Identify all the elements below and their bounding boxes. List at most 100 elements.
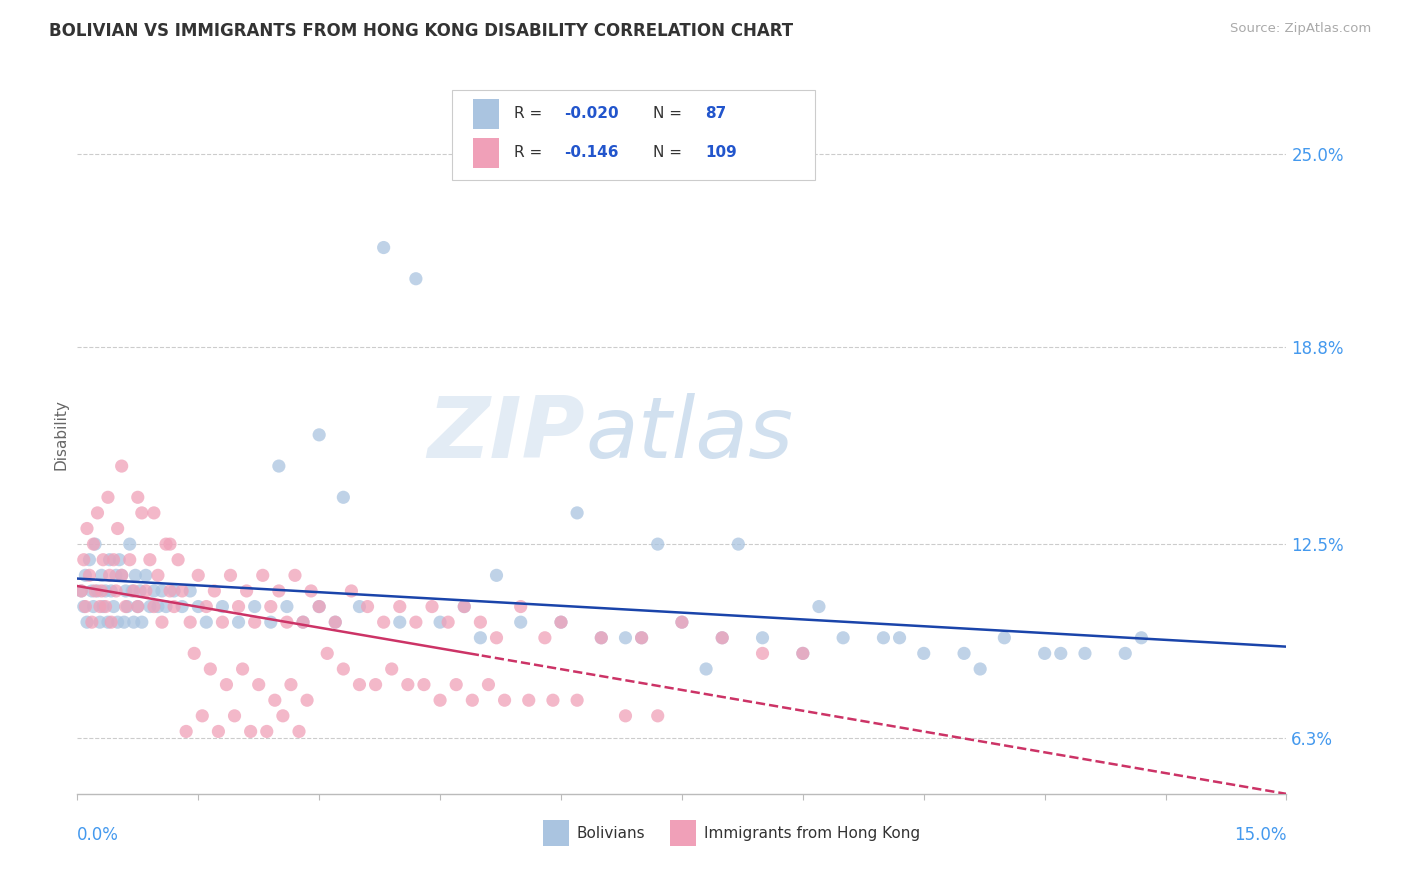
Point bbox=[260, 599, 283, 614]
Point bbox=[129, 583, 152, 598]
Point bbox=[485, 631, 508, 645]
Point bbox=[89, 615, 111, 630]
Point bbox=[1074, 646, 1097, 660]
Point bbox=[396, 678, 419, 692]
Point bbox=[485, 568, 508, 582]
Text: Bolivians: Bolivians bbox=[576, 826, 645, 841]
Point bbox=[172, 599, 194, 614]
Point bbox=[1130, 631, 1153, 645]
Point bbox=[73, 552, 96, 567]
Point bbox=[142, 599, 165, 614]
Point bbox=[437, 615, 460, 630]
Point bbox=[711, 631, 734, 645]
Point bbox=[98, 552, 121, 567]
Point bbox=[276, 599, 298, 614]
Point bbox=[103, 552, 125, 567]
Text: atlas: atlas bbox=[585, 393, 793, 476]
Point bbox=[195, 599, 218, 614]
Point bbox=[94, 599, 117, 614]
Point bbox=[183, 646, 205, 660]
Text: R =: R = bbox=[513, 145, 547, 161]
Point bbox=[127, 599, 149, 614]
Point bbox=[807, 599, 830, 614]
Point bbox=[80, 583, 103, 598]
Point bbox=[114, 599, 136, 614]
Point bbox=[103, 599, 125, 614]
Point bbox=[413, 678, 436, 692]
Point bbox=[163, 583, 186, 598]
Point bbox=[1114, 646, 1136, 660]
Point bbox=[111, 568, 134, 582]
Point bbox=[90, 568, 112, 582]
Point bbox=[470, 615, 492, 630]
Point bbox=[76, 521, 98, 535]
Point bbox=[349, 678, 371, 692]
Point bbox=[323, 615, 346, 630]
Point bbox=[79, 552, 101, 567]
Point bbox=[260, 615, 283, 630]
Point bbox=[90, 583, 112, 598]
Point bbox=[107, 521, 129, 535]
Point bbox=[256, 724, 278, 739]
Point bbox=[444, 678, 467, 692]
Point bbox=[591, 631, 613, 645]
Point bbox=[461, 693, 484, 707]
Point bbox=[792, 646, 814, 660]
Point bbox=[470, 631, 492, 645]
Point bbox=[142, 583, 165, 598]
Point bbox=[993, 631, 1015, 645]
Point bbox=[373, 615, 395, 630]
Point bbox=[105, 583, 128, 598]
Point bbox=[429, 693, 451, 707]
Point bbox=[280, 678, 302, 692]
Point bbox=[79, 568, 101, 582]
Point bbox=[86, 506, 108, 520]
Point bbox=[200, 662, 222, 676]
Point bbox=[308, 599, 330, 614]
Point bbox=[97, 615, 120, 630]
Point bbox=[550, 615, 572, 630]
Point bbox=[131, 506, 153, 520]
Point bbox=[534, 631, 557, 645]
Point bbox=[163, 599, 186, 614]
Point bbox=[150, 583, 173, 598]
Point bbox=[388, 615, 411, 630]
Point bbox=[239, 724, 262, 739]
Point bbox=[228, 615, 250, 630]
Point bbox=[146, 568, 169, 582]
Point bbox=[211, 599, 233, 614]
Point bbox=[509, 599, 531, 614]
Point bbox=[187, 568, 209, 582]
Text: R =: R = bbox=[513, 106, 547, 121]
Point bbox=[73, 599, 96, 614]
Point bbox=[111, 458, 134, 473]
Point bbox=[364, 678, 387, 692]
Point bbox=[565, 693, 588, 707]
Point bbox=[912, 646, 935, 660]
Point bbox=[84, 583, 107, 598]
Point bbox=[150, 615, 173, 630]
Point bbox=[308, 599, 330, 614]
Point bbox=[288, 724, 311, 739]
Text: ZIP: ZIP bbox=[427, 393, 585, 476]
FancyBboxPatch shape bbox=[453, 90, 815, 180]
Point bbox=[172, 583, 194, 598]
Point bbox=[695, 662, 717, 676]
Bar bbox=[543, 821, 569, 847]
Point bbox=[187, 599, 209, 614]
Point bbox=[207, 724, 229, 739]
Point bbox=[232, 662, 254, 676]
Point bbox=[276, 615, 298, 630]
Point bbox=[76, 615, 98, 630]
Point bbox=[94, 583, 117, 598]
Point bbox=[349, 599, 371, 614]
Point bbox=[727, 537, 749, 551]
Point bbox=[267, 458, 290, 473]
Text: 109: 109 bbox=[704, 145, 737, 161]
Point bbox=[155, 599, 177, 614]
Point bbox=[381, 662, 404, 676]
Point bbox=[243, 599, 266, 614]
Point bbox=[832, 631, 855, 645]
Text: 87: 87 bbox=[704, 106, 725, 121]
Point bbox=[174, 724, 197, 739]
